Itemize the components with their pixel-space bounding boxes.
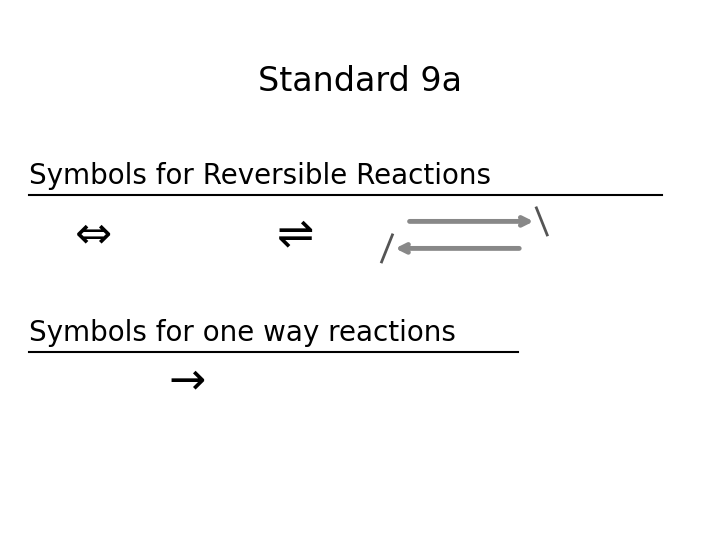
Text: Symbols for one way reactions: Symbols for one way reactions bbox=[29, 319, 456, 347]
Text: Standard 9a: Standard 9a bbox=[258, 65, 462, 98]
Text: ⇔: ⇔ bbox=[75, 213, 112, 256]
Text: Symbols for Reversible Reactions: Symbols for Reversible Reactions bbox=[29, 162, 491, 190]
Text: →: → bbox=[168, 359, 206, 402]
Text: ⇌: ⇌ bbox=[276, 213, 314, 256]
